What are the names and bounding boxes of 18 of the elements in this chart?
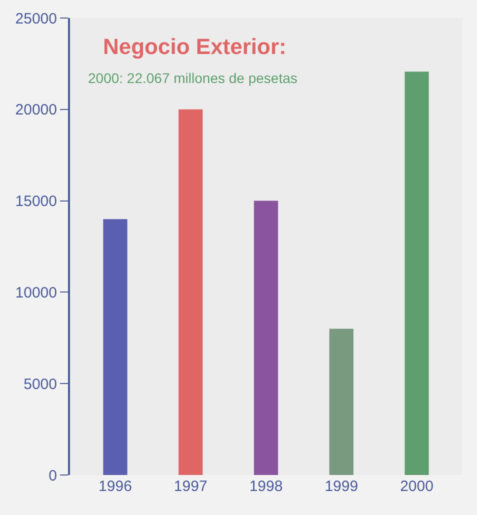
x-tick-label: 1997: [174, 478, 208, 495]
x-tick-label: 1999: [324, 478, 358, 495]
y-tick-label: 5000: [24, 376, 57, 393]
bar: [404, 72, 429, 475]
bar: [254, 200, 278, 475]
y-tick-label: 15000: [15, 193, 57, 210]
bar: [329, 328, 354, 475]
text: Negocio Exterior:: [103, 34, 286, 59]
x-tick-label: 1996: [98, 478, 132, 495]
y-tick-label: 0: [48, 467, 57, 484]
text: 2000: 22.067 millones de pesetas: [88, 70, 298, 86]
bar: [103, 219, 128, 475]
bar: [178, 109, 203, 475]
y-tick-label: 10000: [15, 284, 57, 302]
x-tick-label: 1998: [249, 478, 283, 495]
x-tick-label: 2000: [400, 478, 434, 495]
y-tick-label: 20000: [15, 102, 57, 119]
y-tick-label: 25000: [15, 10, 57, 28]
